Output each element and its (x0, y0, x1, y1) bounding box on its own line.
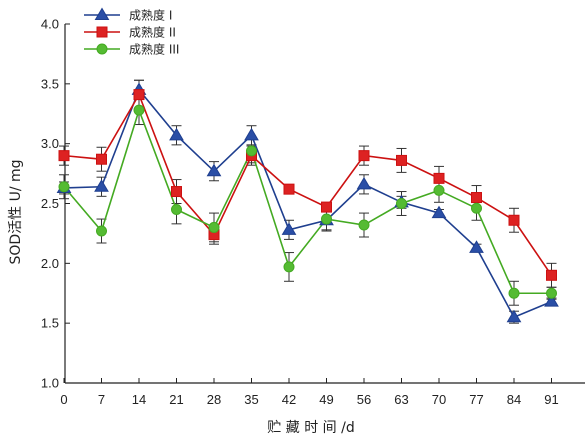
y-tick-label: 3.0 (41, 136, 59, 151)
maturity-ii-legend-label: 成熟度 II (129, 25, 176, 40)
x-tick-label: 56 (357, 392, 371, 407)
maturity-iii-point (546, 287, 557, 299)
maturity-iii-point (58, 181, 70, 193)
x-tick-label: 91 (544, 392, 558, 407)
maturity-ii-point (396, 154, 407, 166)
axes: 1.0 1.5 2.0 2.5 3.0 3.5 4.0 0 7 14 21 28 35 42 49 56 63 7… (41, 17, 585, 407)
x-tick-label: 63 (394, 392, 408, 407)
legend: 成熟度 I 成熟度 II 成熟度 III (84, 8, 179, 57)
maturity-iii-point (321, 213, 332, 225)
maturity-ii-point (283, 183, 295, 195)
maturity-i-line (63, 88, 552, 319)
y-tick-label: 2.5 (41, 196, 59, 211)
maturity-iii-point (433, 184, 445, 196)
maturity-iii-point (208, 221, 220, 233)
maturity-ii-point (133, 89, 145, 101)
x-tick-label: 70 (432, 392, 446, 407)
maturity-iii-point (396, 198, 407, 209)
maturity-i-legend-marker (94, 7, 110, 21)
x-tick-label: 28 (207, 392, 221, 407)
maturity-ii-point (58, 150, 70, 162)
x-tick-label: 0 (60, 392, 67, 407)
maturity-iii-point (133, 104, 145, 116)
maturity-iii-point (246, 145, 257, 157)
maturity-ii-point (96, 153, 107, 165)
maturity-i-point (544, 294, 559, 307)
maturity-ii-legend-entry: 成熟度 II (84, 25, 176, 40)
maturity-ii-point (471, 192, 482, 204)
x-tick-label: 84 (507, 392, 521, 407)
maturity-i-point (169, 127, 184, 141)
y-tick-label: 2.0 (41, 256, 59, 271)
maturity-iii-point (358, 219, 370, 231)
y-tick-label: 4.0 (41, 17, 59, 32)
y-axis-title: SOD活性 U/ mg (8, 159, 24, 264)
maturity-ii-line (63, 92, 553, 276)
maturity-ii-point (321, 201, 332, 213)
y-tick-label: 1.5 (41, 316, 59, 331)
maturity-ii-point (171, 186, 182, 198)
maturity-ii-point (433, 172, 445, 184)
maturity-i-point (506, 309, 522, 323)
maturity-iii-point (171, 203, 182, 215)
maturity-iii-point (96, 225, 107, 237)
x-tick-label: 21 (169, 392, 183, 407)
x-tick-label: 42 (282, 392, 296, 407)
maturity-i-point (206, 163, 222, 177)
maturity-i-point (356, 176, 372, 190)
maturity-i-point (281, 222, 297, 235)
maturity-ii-point (546, 269, 557, 281)
maturity-ii-point (358, 150, 370, 162)
maturity-iii-legend-marker (96, 43, 108, 55)
y-tick-label: 3.5 (41, 76, 59, 91)
series-markers (56, 82, 559, 323)
maturity-iii-point (283, 261, 295, 273)
maturity-iii-point (508, 287, 520, 299)
maturity-i-legend-label: 成熟度 I (129, 8, 172, 23)
maturity-iii-point (471, 202, 482, 214)
x-tick-label: 14 (132, 392, 146, 407)
maturity-i-point (244, 127, 259, 141)
maturity-i-point (431, 205, 447, 219)
series-lines (63, 88, 553, 319)
maturity-iii-line (63, 107, 552, 295)
x-axis-title: 贮 藏 时 间 /d (267, 420, 354, 436)
maturity-i-point (469, 240, 484, 253)
maturity-ii-point (508, 214, 520, 226)
maturity-iii-legend-label: 成熟度 III (129, 42, 179, 57)
x-tick-label: 35 (244, 392, 258, 407)
x-tick-label: 49 (319, 392, 333, 407)
x-tick-label: 7 (98, 392, 105, 407)
y-tick-label: 1.0 (41, 376, 59, 391)
maturity-i-point (94, 179, 109, 192)
maturity-iii-legend-entry: 成熟度 III (84, 42, 179, 57)
maturity-i-legend-entry: 成熟度 I (84, 8, 172, 23)
x-tick-label: 77 (469, 392, 483, 407)
maturity-ii-legend-marker (96, 26, 108, 38)
